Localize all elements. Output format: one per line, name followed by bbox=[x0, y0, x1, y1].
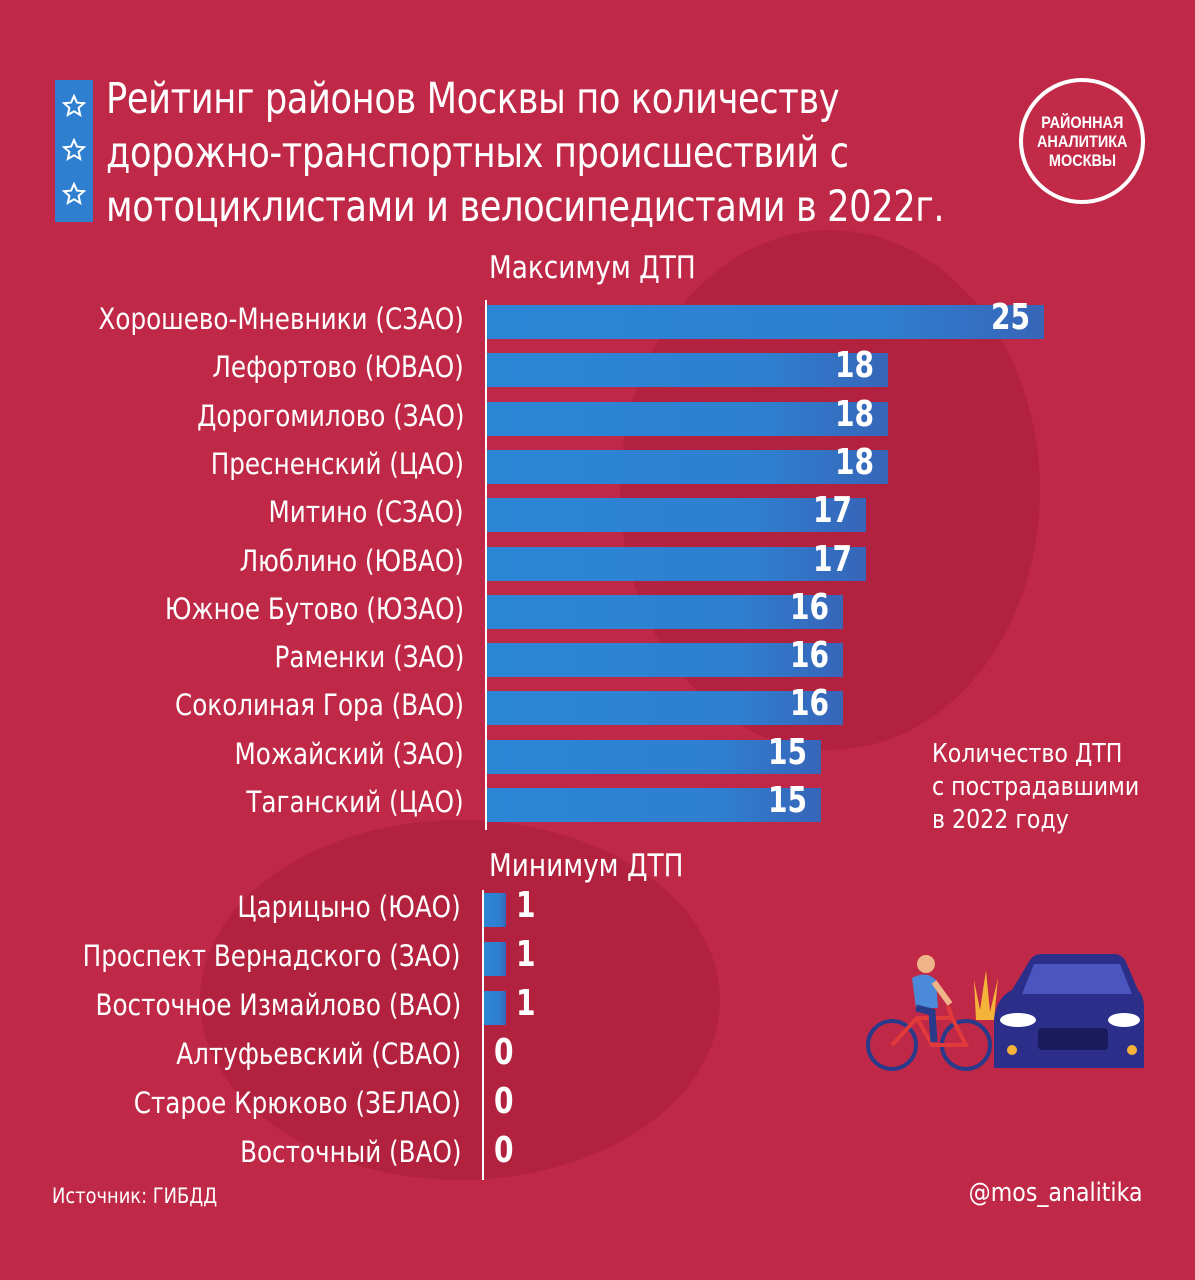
logo-text: РАЙОННАЯ bbox=[1040, 112, 1124, 132]
star-icon bbox=[62, 138, 86, 162]
max-chart-axis bbox=[485, 300, 487, 830]
min-section-title: Минимум ДТП bbox=[489, 848, 684, 884]
bar bbox=[487, 498, 866, 533]
data-label: 1 bbox=[516, 934, 536, 975]
category-label: Южное Бутово (ЮЗАО) bbox=[164, 591, 464, 626]
logo: РАЙОННАЯ АНАЛИТИКА МОСКВЫ bbox=[1019, 78, 1145, 204]
data-label: 15 bbox=[768, 780, 808, 821]
data-label: 18 bbox=[834, 345, 875, 387]
bar bbox=[487, 449, 889, 484]
bar bbox=[487, 788, 822, 822]
data-label: 25 bbox=[990, 297, 1030, 338]
category-label: Митино (СЗАО) bbox=[268, 495, 464, 530]
category-label: Люблино (ЮВАО) bbox=[239, 543, 464, 578]
star-icon bbox=[62, 182, 86, 206]
data-label: 18 bbox=[834, 393, 875, 435]
background-map-shape bbox=[200, 820, 720, 1180]
category-label: Дорогомилово (ЗАО) bbox=[196, 398, 464, 433]
bar bbox=[487, 691, 844, 726]
legend-line: в 2022 году bbox=[932, 805, 1069, 835]
bar bbox=[487, 594, 844, 629]
bar bbox=[484, 893, 507, 927]
data-label: 1 bbox=[516, 983, 536, 1024]
data-label: 16 bbox=[790, 683, 830, 725]
category-label: Проспект Вернадского (ЗАО) bbox=[83, 939, 461, 973]
logo-text: АНАЛИТИКА bbox=[1036, 131, 1128, 151]
min-chart-axis bbox=[482, 890, 484, 1180]
data-label: 17 bbox=[812, 538, 852, 580]
data-label: 17 bbox=[812, 490, 852, 532]
page-title: Рейтинг районов Москвы по количеству дор… bbox=[106, 72, 945, 234]
legend-line: с пострадавшими bbox=[932, 772, 1140, 802]
logo-text: МОСКВЫ bbox=[1048, 150, 1116, 170]
source-note: Источник: ГИБДД bbox=[52, 1184, 218, 1208]
category-label: Старое Крюково (ЗЕЛАО) bbox=[133, 1086, 461, 1120]
data-label: 0 bbox=[494, 1032, 514, 1073]
category-label: Алтуфьевский (СВАО) bbox=[176, 1037, 461, 1071]
max-section-title: Максимум ДТП bbox=[489, 250, 696, 286]
bar bbox=[487, 305, 1044, 339]
bar bbox=[487, 643, 844, 678]
data-label: 18 bbox=[834, 441, 875, 483]
category-label: Соколиная Гора (ВАО) bbox=[174, 688, 464, 723]
category-label: Таганский (ЦАО) bbox=[246, 785, 464, 819]
category-label: Можайский (ЗАО) bbox=[234, 736, 464, 771]
category-label: Хорошево-Мневники (СЗАО) bbox=[98, 302, 464, 336]
bar bbox=[487, 401, 889, 436]
data-label: 0 bbox=[494, 1130, 514, 1171]
bar bbox=[484, 942, 507, 976]
bar bbox=[487, 353, 889, 388]
impact-burst-icon bbox=[974, 970, 998, 1020]
social-handle: @mos_analitika bbox=[969, 1178, 1143, 1208]
category-label: Раменки (ЗАО) bbox=[274, 640, 464, 675]
cyclist-car-illustration bbox=[866, 954, 1144, 1071]
category-label: Восточное Измайлово (ВАО) bbox=[95, 988, 461, 1022]
category-label: Царицыно (ЮАО) bbox=[237, 890, 461, 924]
category-label: Пресненский (ЦАО) bbox=[210, 446, 464, 481]
data-label: 16 bbox=[790, 586, 830, 628]
bar bbox=[487, 546, 866, 581]
bar bbox=[484, 991, 507, 1025]
data-label: 0 bbox=[494, 1081, 514, 1122]
legend-line: Количество ДТП bbox=[932, 739, 1123, 769]
title-line: дорожно-транспортных происшествий с bbox=[106, 128, 849, 178]
car-icon bbox=[994, 954, 1144, 1068]
bar bbox=[487, 739, 822, 774]
value-legend-note: Количество ДТП с пострадавшими в 2022 го… bbox=[932, 738, 1139, 837]
title-line: Рейтинг районов Москвы по количеству bbox=[106, 74, 840, 124]
data-label: 16 bbox=[790, 635, 830, 677]
data-label: 1 bbox=[516, 885, 536, 926]
bicycle-icon bbox=[866, 1005, 992, 1071]
star-icon bbox=[62, 94, 86, 118]
title-line: мотоциклистами и велосипедистами в 2022г… bbox=[106, 182, 945, 232]
cyclist-icon bbox=[912, 955, 953, 1043]
category-label: Восточный (ВАО) bbox=[239, 1135, 461, 1169]
category-label: Лефортово (ЮВАО) bbox=[212, 350, 464, 385]
data-label: 15 bbox=[768, 731, 808, 773]
